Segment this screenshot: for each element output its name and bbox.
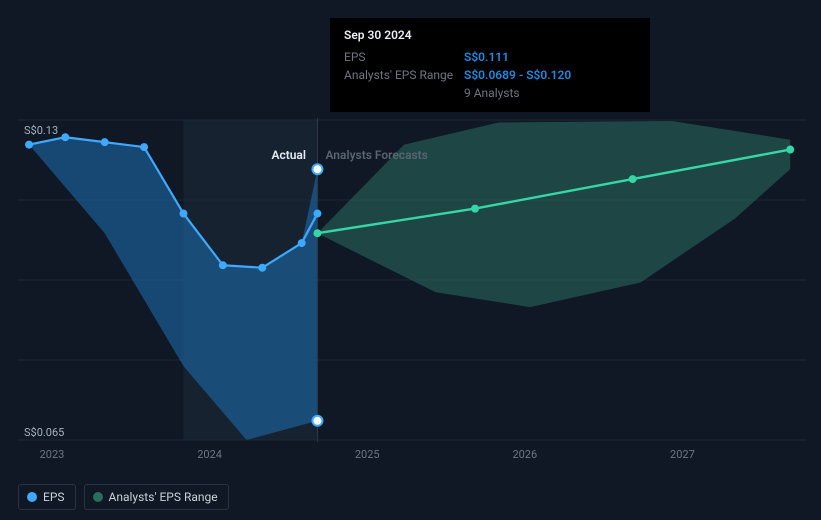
legend-item[interactable]: EPS [18, 484, 76, 510]
tooltip-row-value: S$0.111 [464, 50, 509, 64]
x-axis-tick: 2025 [355, 448, 380, 461]
tooltip-row-label: EPS [344, 50, 464, 64]
legend-item[interactable]: Analysts' EPS Range [84, 484, 229, 510]
eps-forecast-chart: Sep 30 2024 EPSS$0.111Analysts' EPS Rang… [0, 0, 821, 520]
legend-label: Analysts' EPS Range [109, 490, 218, 504]
section-label-forecast: Analysts Forecasts [325, 148, 427, 162]
section-label-actual: Actual [271, 148, 306, 162]
legend-swatch [93, 492, 103, 502]
x-axis-tick: 2023 [40, 448, 65, 461]
tooltip-date: Sep 30 2024 [344, 28, 636, 42]
x-axis-tick: 2027 [670, 448, 695, 461]
x-axis-tick: 2024 [197, 448, 222, 461]
y-axis-label-top: S$0.13 [24, 124, 58, 137]
tooltip-row-label: Analysts' EPS Range [344, 68, 464, 82]
chart-tooltip: Sep 30 2024 EPSS$0.111Analysts' EPS Rang… [330, 18, 650, 112]
y-axis-label-bottom: S$0.065 [24, 426, 64, 439]
tooltip-row-value: S$0.0689 - S$0.120 [464, 68, 571, 82]
legend-swatch [27, 492, 37, 502]
legend-label: EPS [43, 490, 65, 504]
chart-legend: EPS Analysts' EPS Range [18, 484, 229, 510]
x-axis-tick: 2026 [512, 448, 537, 461]
tooltip-row-sub: 9 Analysts [464, 86, 520, 100]
